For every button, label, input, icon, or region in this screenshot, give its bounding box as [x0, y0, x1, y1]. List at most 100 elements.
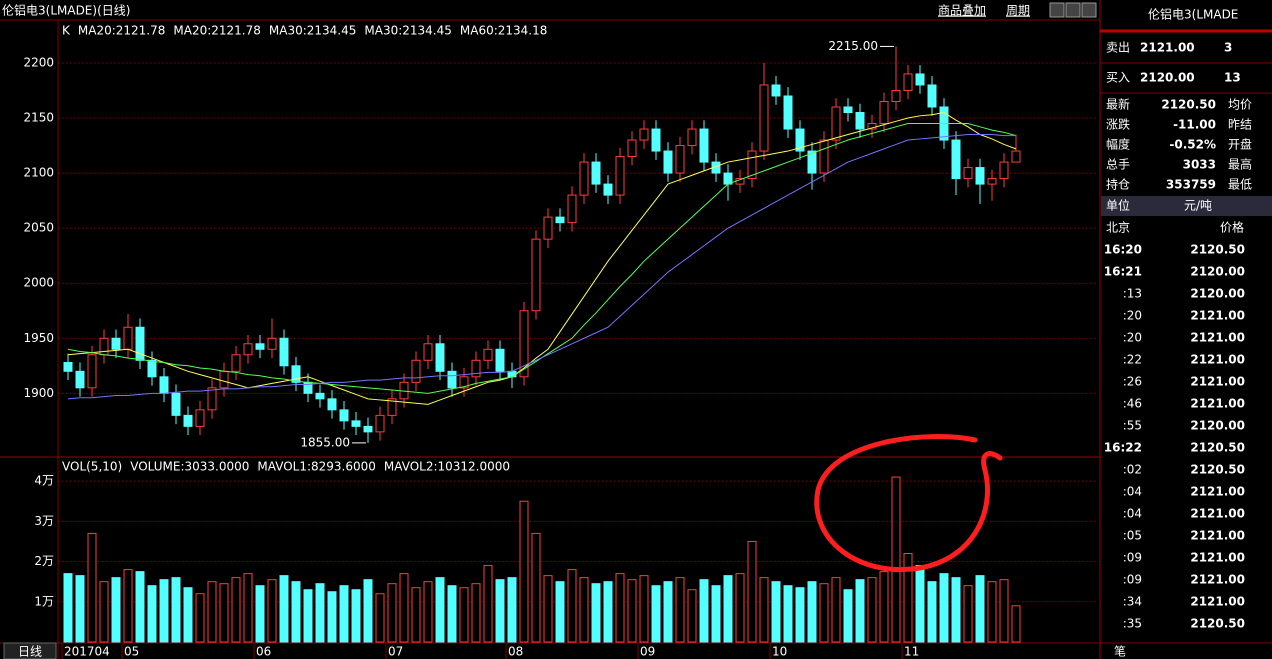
tick-time: :34 [1123, 595, 1142, 609]
tick-price: 2121.00 [1190, 375, 1245, 389]
volume-bar [987, 581, 997, 643]
volume-bar [243, 573, 253, 643]
unit-label: 单位 [1106, 198, 1130, 213]
volume-bar [159, 579, 169, 643]
tab[interactable] [3, 642, 57, 659]
candle-body [855, 112, 865, 130]
volume-bar [399, 573, 409, 643]
link[interactable]: 商品叠加 [938, 3, 986, 18]
candle-body [567, 194, 577, 224]
volume-bar [999, 579, 1009, 643]
stat-label: 最高 [1228, 157, 1252, 172]
volume-bar [579, 577, 589, 643]
volume-bar [819, 583, 829, 643]
tick-price: 2120.00 [1190, 419, 1245, 433]
nav-button[interactable] [1065, 2, 1081, 18]
stat-label: 最新 [1106, 97, 1130, 112]
tick-time: :22 [1123, 353, 1142, 367]
indicator-label: K [62, 24, 71, 38]
stat-label: 涨跌 [1106, 117, 1130, 132]
candle-body [987, 178, 997, 185]
tick-price: 2121.00 [1190, 507, 1245, 521]
candle-body [651, 128, 661, 152]
volume-bar [471, 583, 481, 643]
indicator-label: MA30:2134.45 [269, 24, 357, 38]
x-tick-label: 07 [388, 645, 403, 659]
candle-body [747, 150, 757, 180]
candle-body [123, 326, 133, 350]
candle-body [807, 150, 817, 174]
stat-label: 持仓 [1106, 177, 1130, 192]
candle-body [291, 365, 301, 383]
candle-body [243, 343, 253, 356]
chart: K MA20:2121.78 MA20:2121.78 MA30:2134.45 MA3… [23, 24, 1098, 659]
tick-price: 2121.00 [1190, 551, 1245, 565]
volume-bar [1011, 605, 1021, 643]
candle-body [543, 216, 553, 240]
volume-bar [891, 476, 901, 643]
x-tick-label: 11 [904, 645, 919, 659]
stat-value: 3033 [1183, 158, 1216, 172]
volume-bar [111, 577, 121, 643]
candle-body [435, 343, 445, 372]
y-tick-label: 4万 [34, 474, 54, 488]
tick-time: :26 [1123, 375, 1142, 389]
candle-body [423, 343, 433, 361]
candle-body [447, 370, 457, 389]
ma-line [67, 134, 1016, 400]
volume-bar [843, 589, 853, 643]
volume-bar [63, 573, 73, 643]
tick-price: 2121.00 [1190, 595, 1245, 609]
candle-body [267, 337, 277, 350]
indicator-label: MA60:2134.18 [460, 24, 548, 38]
volume-bar [711, 585, 721, 643]
candle-body [363, 425, 373, 433]
tick-price: 2120.00 [1190, 287, 1245, 301]
tick-price: 2121.00 [1190, 309, 1245, 323]
unit-bar [1101, 196, 1272, 216]
tick-time: :05 [1123, 529, 1142, 543]
volume-bar [327, 591, 337, 643]
nav-button[interactable] [1081, 2, 1097, 18]
quote-price: 2120.00 [1140, 71, 1195, 85]
quote-label: 买入 [1106, 71, 1130, 85]
candle-body [783, 95, 793, 130]
volume-bar [195, 593, 205, 643]
volume-bar [915, 565, 925, 643]
nav-button[interactable] [1049, 2, 1065, 18]
window-title: 伦铝电3(LMADE)(日线) [2, 3, 130, 18]
ma-line [67, 111, 1017, 405]
stat-value: -11.00 [1173, 118, 1216, 132]
volume-bar [303, 589, 313, 643]
y-tick-label: 3万 [34, 514, 54, 528]
candle-body [159, 376, 169, 394]
candle-body [135, 326, 145, 361]
link[interactable]: 周期 [1006, 4, 1030, 18]
stat-label: 开盘 [1228, 137, 1252, 152]
volume-bar [339, 585, 349, 643]
volume-bar [615, 573, 625, 643]
volume-bar [807, 581, 817, 643]
tick-price: 2121.00 [1190, 573, 1245, 587]
volume-bar [171, 577, 181, 643]
y-tick-label: 2100 [23, 166, 54, 180]
candle-body [771, 84, 781, 97]
volume-bar [591, 583, 601, 643]
tick-time: :09 [1123, 573, 1142, 587]
side-panel: 伦铝电3(LMADE 卖出 2121.00 3 买入 2120.00 13 最新 2120.50… [1100, 7, 1272, 659]
volume-bar [75, 575, 85, 643]
candle-body [579, 161, 589, 196]
ticks-header: 价格 [1220, 220, 1244, 235]
candle-body [519, 310, 529, 378]
candle-body [831, 106, 841, 141]
tick-price: 2121.00 [1190, 529, 1245, 543]
candle-body [615, 156, 625, 196]
tick-time: 16:22 [1104, 441, 1142, 455]
y-tick-label: 1万 [34, 594, 54, 608]
quote-qty: 3 [1224, 41, 1232, 55]
tick-price: 2121.00 [1190, 485, 1245, 499]
candle-body [999, 161, 1009, 180]
tick-time: :55 [1123, 419, 1142, 433]
candle-body [603, 183, 613, 196]
candle-body [495, 348, 505, 372]
